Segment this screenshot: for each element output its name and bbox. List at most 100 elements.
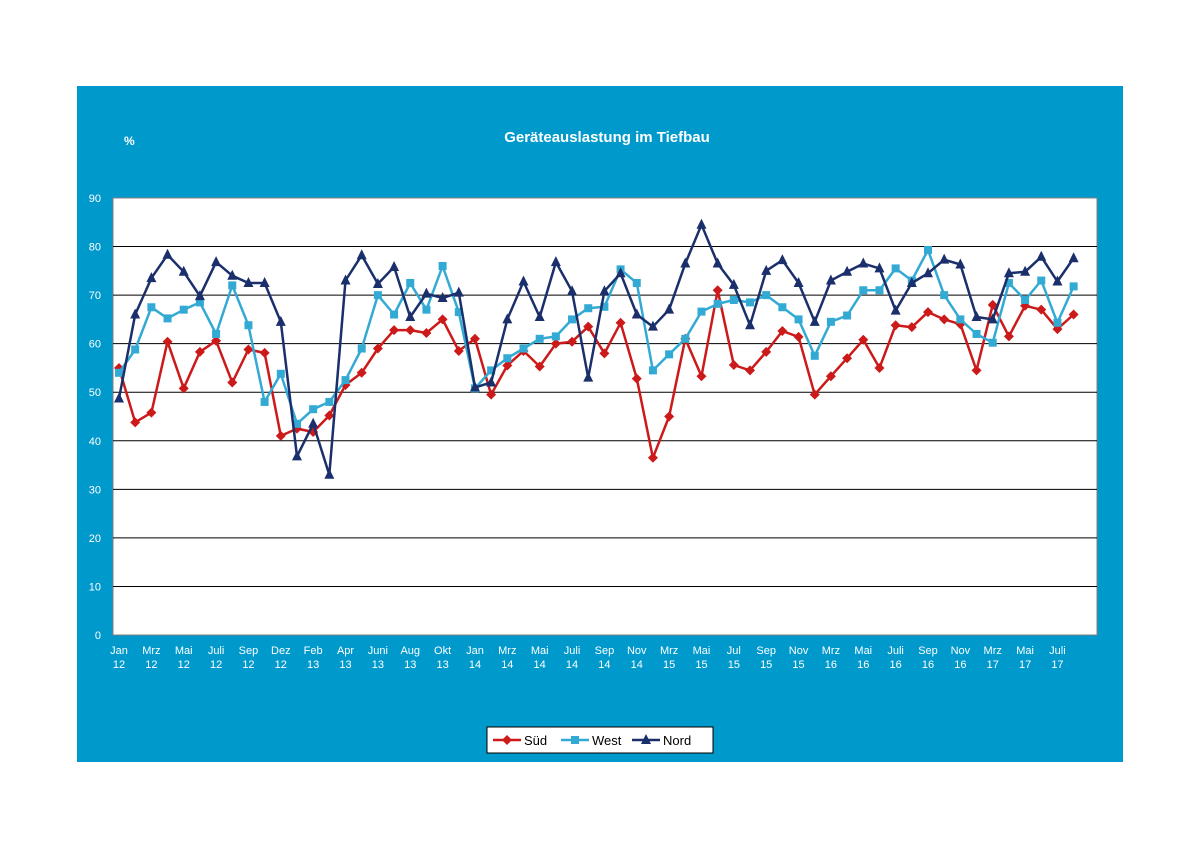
- x-tick-label: Sep: [239, 645, 259, 657]
- data-point: [647, 452, 658, 463]
- data-point: [648, 366, 657, 375]
- data-point: [276, 369, 285, 378]
- data-point: [469, 333, 480, 344]
- data-point: [728, 360, 739, 371]
- data-point: [438, 261, 447, 270]
- x-tick-label: Mrz: [660, 645, 678, 657]
- data-point: [584, 304, 593, 313]
- data-point: [1036, 250, 1047, 261]
- data-point: [519, 344, 528, 353]
- data-point: [212, 329, 221, 338]
- data-point: [389, 260, 400, 271]
- x-tick-label: 14: [469, 659, 481, 671]
- data-point: [939, 314, 950, 325]
- x-tick-label: 12: [210, 659, 222, 671]
- data-point: [615, 317, 626, 328]
- y-tick-label: 90: [89, 193, 101, 205]
- data-point: [681, 334, 690, 343]
- y-tick-label: 50: [89, 387, 101, 399]
- series-west-line: [117, 248, 1075, 426]
- x-tick-label: 16: [825, 659, 837, 671]
- x-tick-label: Sep: [756, 645, 776, 657]
- data-point: [259, 347, 270, 358]
- data-point: [988, 338, 997, 347]
- data-point: [259, 276, 270, 287]
- x-tick-label: Sep: [918, 645, 938, 657]
- data-point: [1037, 276, 1046, 285]
- data-point: [130, 308, 141, 319]
- data-point: [1021, 295, 1030, 304]
- data-point: [924, 245, 932, 254]
- data-point: [665, 350, 674, 359]
- data-point: [1020, 265, 1031, 276]
- y-tick-label: 30: [89, 484, 101, 496]
- data-point: [275, 315, 286, 326]
- x-tick-label: Mrz: [984, 645, 1002, 657]
- data-point: [227, 377, 238, 388]
- data-point: [162, 336, 173, 347]
- x-tick-label: Apr: [337, 645, 354, 657]
- x-tick-label: 14: [566, 659, 578, 671]
- data-point: [890, 320, 901, 331]
- data-point: [583, 371, 594, 382]
- legend-s-d-label: Süd: [524, 733, 547, 748]
- data-point: [260, 397, 269, 406]
- data-point: [746, 298, 755, 307]
- data-point: [502, 360, 513, 371]
- data-point: [825, 371, 836, 382]
- data-point: [729, 295, 738, 304]
- data-point: [146, 407, 157, 418]
- x-tick-label: 14: [501, 659, 513, 671]
- data-point: [987, 313, 998, 324]
- data-point: [534, 310, 545, 321]
- x-tick-label: Sep: [595, 645, 615, 657]
- x-tick-label: 17: [1051, 659, 1063, 671]
- legend: Süd West Nord: [486, 726, 714, 754]
- x-tick-label: 13: [372, 659, 384, 671]
- data-point: [632, 278, 641, 287]
- data-point: [923, 267, 933, 278]
- data-point: [178, 265, 189, 276]
- data-point: [778, 303, 787, 312]
- data-point: [114, 392, 124, 403]
- data-point: [147, 303, 156, 312]
- x-tick-label: Jan: [466, 645, 484, 657]
- data-point: [745, 365, 756, 376]
- data-point: [324, 468, 335, 479]
- x-tick-label: 12: [178, 659, 190, 671]
- data-point: [568, 315, 577, 324]
- data-point: [696, 218, 707, 229]
- data-point: [211, 256, 222, 267]
- data-point: [858, 334, 869, 345]
- x-tick-label: 12: [242, 659, 254, 671]
- x-tick-label: 14: [631, 659, 643, 671]
- data-point: [275, 430, 286, 441]
- data-point: [340, 274, 351, 285]
- x-tick-label: Nov: [951, 645, 971, 657]
- data-point: [179, 305, 188, 314]
- x-tick-label: Dez: [271, 645, 291, 657]
- data-point: [550, 338, 561, 349]
- y-tick-label: 80: [89, 242, 101, 254]
- data-point: [728, 278, 739, 289]
- data-point: [971, 365, 982, 376]
- data-point: [325, 397, 334, 406]
- x-tick-label: 17: [987, 659, 999, 671]
- data-point: [535, 334, 544, 343]
- data-point: [712, 285, 723, 296]
- data-point: [227, 269, 238, 280]
- x-tick-label: Nov: [627, 645, 647, 657]
- data-point: [777, 326, 788, 337]
- data-point: [422, 305, 431, 314]
- data-point: [875, 286, 884, 295]
- data-point: [647, 320, 658, 331]
- data-point: [583, 321, 594, 332]
- x-tick-label: Nov: [789, 645, 809, 657]
- data-point: [1036, 304, 1047, 315]
- data-point: [842, 353, 853, 364]
- data-point: [972, 329, 981, 338]
- data-point: [163, 314, 172, 323]
- x-tick-label: Mrz: [498, 645, 516, 657]
- data-point: [194, 290, 205, 301]
- x-tick-label: 13: [436, 659, 448, 671]
